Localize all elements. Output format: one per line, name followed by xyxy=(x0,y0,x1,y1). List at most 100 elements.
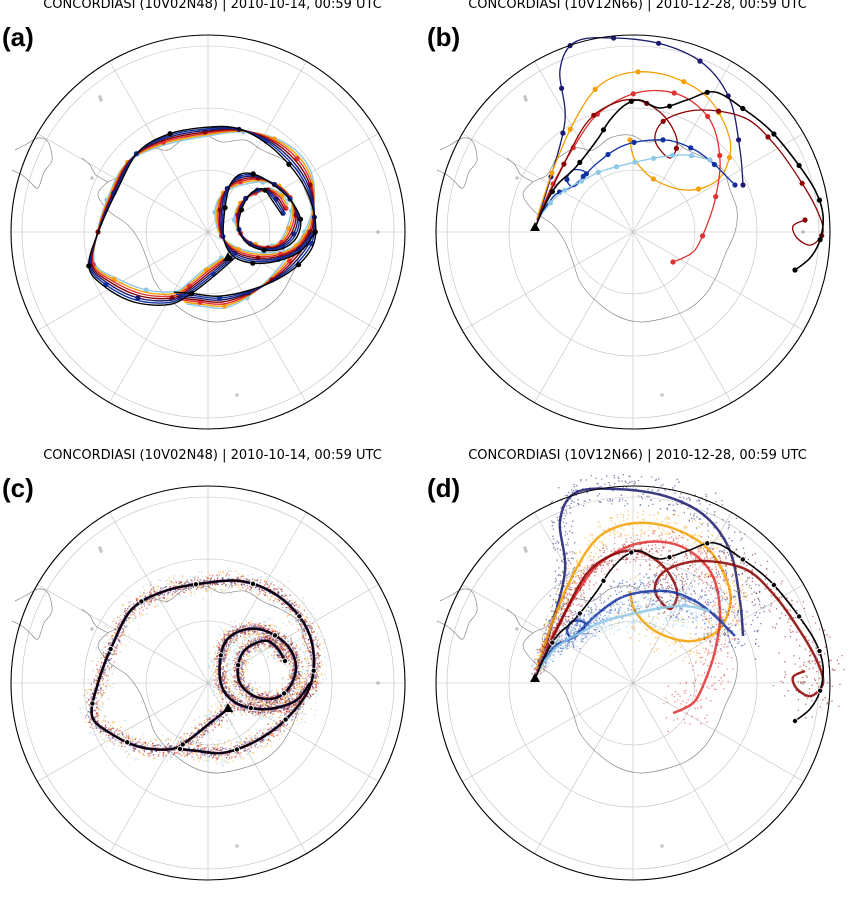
meridian-line xyxy=(109,512,209,684)
trajectory-marker xyxy=(726,154,733,160)
trajectory-marker xyxy=(297,216,304,222)
south-america-coastline xyxy=(436,137,478,189)
island xyxy=(98,546,102,550)
trajectory-marker xyxy=(135,295,141,301)
trajectory-marker xyxy=(660,118,666,124)
trajectory-marker xyxy=(176,745,183,752)
island xyxy=(523,546,527,550)
trajectory-marker xyxy=(816,648,823,655)
trajectory-line xyxy=(88,125,317,306)
map-boundary xyxy=(10,34,406,430)
trajectory-marker xyxy=(613,164,620,170)
peninsula-coastline xyxy=(81,608,109,634)
trajectory-marker xyxy=(310,667,317,674)
trajectory-marker xyxy=(296,262,302,268)
trajectory-marker xyxy=(739,556,746,563)
island xyxy=(90,176,94,180)
trajectory-marker xyxy=(740,105,746,112)
trajectory-marker xyxy=(282,716,289,723)
particle-core xyxy=(537,549,825,698)
trajectory-marker xyxy=(770,581,777,588)
trajectory-marker xyxy=(235,662,242,669)
trajectory-line xyxy=(536,89,721,263)
panel-d: CONCORDIASI (10V12N66) | 2010-12-28, 00:… xyxy=(425,448,850,901)
trajectory-marker xyxy=(271,632,278,639)
polar-map xyxy=(435,474,845,881)
trajectory-marker xyxy=(561,161,567,167)
trajectory-marker xyxy=(562,187,568,193)
trajectory-marker xyxy=(765,134,771,140)
trajectory-marker xyxy=(192,581,199,588)
island xyxy=(660,393,664,397)
trajectory-marker xyxy=(238,207,245,213)
ensemble-cloud xyxy=(79,567,329,767)
trajectory-marker xyxy=(549,639,556,646)
reference-trajectory xyxy=(218,627,311,711)
south-america-coastline xyxy=(436,588,478,640)
meridian-line xyxy=(534,512,634,684)
trajectory-marker xyxy=(217,652,224,659)
trajectory-marker xyxy=(669,152,676,158)
panel-label: (c) xyxy=(2,473,34,503)
trajectory-marker xyxy=(124,739,131,746)
meridian-line xyxy=(37,133,209,233)
island xyxy=(235,844,239,848)
panel-label: (b) xyxy=(427,22,461,52)
trajectory-marker xyxy=(688,145,694,151)
trajectory-marker xyxy=(600,577,607,584)
trajectory-marker xyxy=(704,540,711,547)
trajectory-marker xyxy=(732,182,738,188)
trajectory-marker xyxy=(281,657,288,664)
particle-cloud xyxy=(531,474,766,675)
trajectory-marker xyxy=(817,237,823,243)
meridian-line xyxy=(632,231,804,331)
trajectory-marker xyxy=(771,131,777,137)
trajectory-marker xyxy=(792,267,798,273)
trajectory-marker xyxy=(595,169,601,175)
trajectory-marker xyxy=(250,171,256,177)
trajectory-marker xyxy=(700,233,706,239)
trajectory-marker xyxy=(681,79,687,85)
island xyxy=(98,95,102,99)
trajectory-line xyxy=(93,131,316,310)
trajectory-marker xyxy=(107,645,114,652)
trajectory-marker xyxy=(167,131,173,137)
trajectory-marker xyxy=(577,159,583,165)
particle-core xyxy=(535,540,722,715)
trajectory-marker xyxy=(592,86,598,92)
trajectory-marker xyxy=(651,155,657,161)
trajectory-marker xyxy=(635,69,641,75)
meridian-line xyxy=(534,61,634,233)
trajectory-marker xyxy=(627,137,633,143)
trajectory-marker xyxy=(611,35,617,41)
trajectory-marker xyxy=(791,717,798,724)
panel-title: CONCORDIASI (10V02N48) | 2010-10-14, 00:… xyxy=(43,448,382,463)
trajectory-marker xyxy=(233,746,240,753)
trajectory-marker xyxy=(695,186,702,192)
ensemble-cloud xyxy=(530,474,845,732)
trajectory-marker xyxy=(713,194,719,200)
meridian-line xyxy=(109,682,209,854)
trajectory-marker xyxy=(138,598,145,605)
trajectory-marker xyxy=(286,161,292,167)
trajectory-marker xyxy=(247,704,254,711)
meridian-line xyxy=(37,584,209,684)
meridian-line xyxy=(207,682,379,782)
trajectory-marker xyxy=(312,229,318,235)
panel-b: CONCORDIASI (10V12N66) | 2010-12-28, 00:… xyxy=(425,0,850,450)
trajectory-marker xyxy=(249,580,256,587)
trajectory-marker xyxy=(660,137,666,143)
trajectory-marker xyxy=(89,700,96,707)
trajectory-marker xyxy=(715,108,722,114)
trajectory-line xyxy=(536,71,732,219)
trajectory-marker xyxy=(740,182,746,188)
trajectory-marker xyxy=(632,159,638,165)
trajectory-marker xyxy=(261,247,267,253)
trajectory-marker xyxy=(631,139,637,145)
trajectory-marker xyxy=(296,613,303,620)
island xyxy=(801,230,805,234)
trajectory-marker xyxy=(560,130,566,136)
trajectory-marker xyxy=(707,157,713,163)
trajectory-marker xyxy=(281,690,288,697)
trajectory-line xyxy=(538,154,711,219)
